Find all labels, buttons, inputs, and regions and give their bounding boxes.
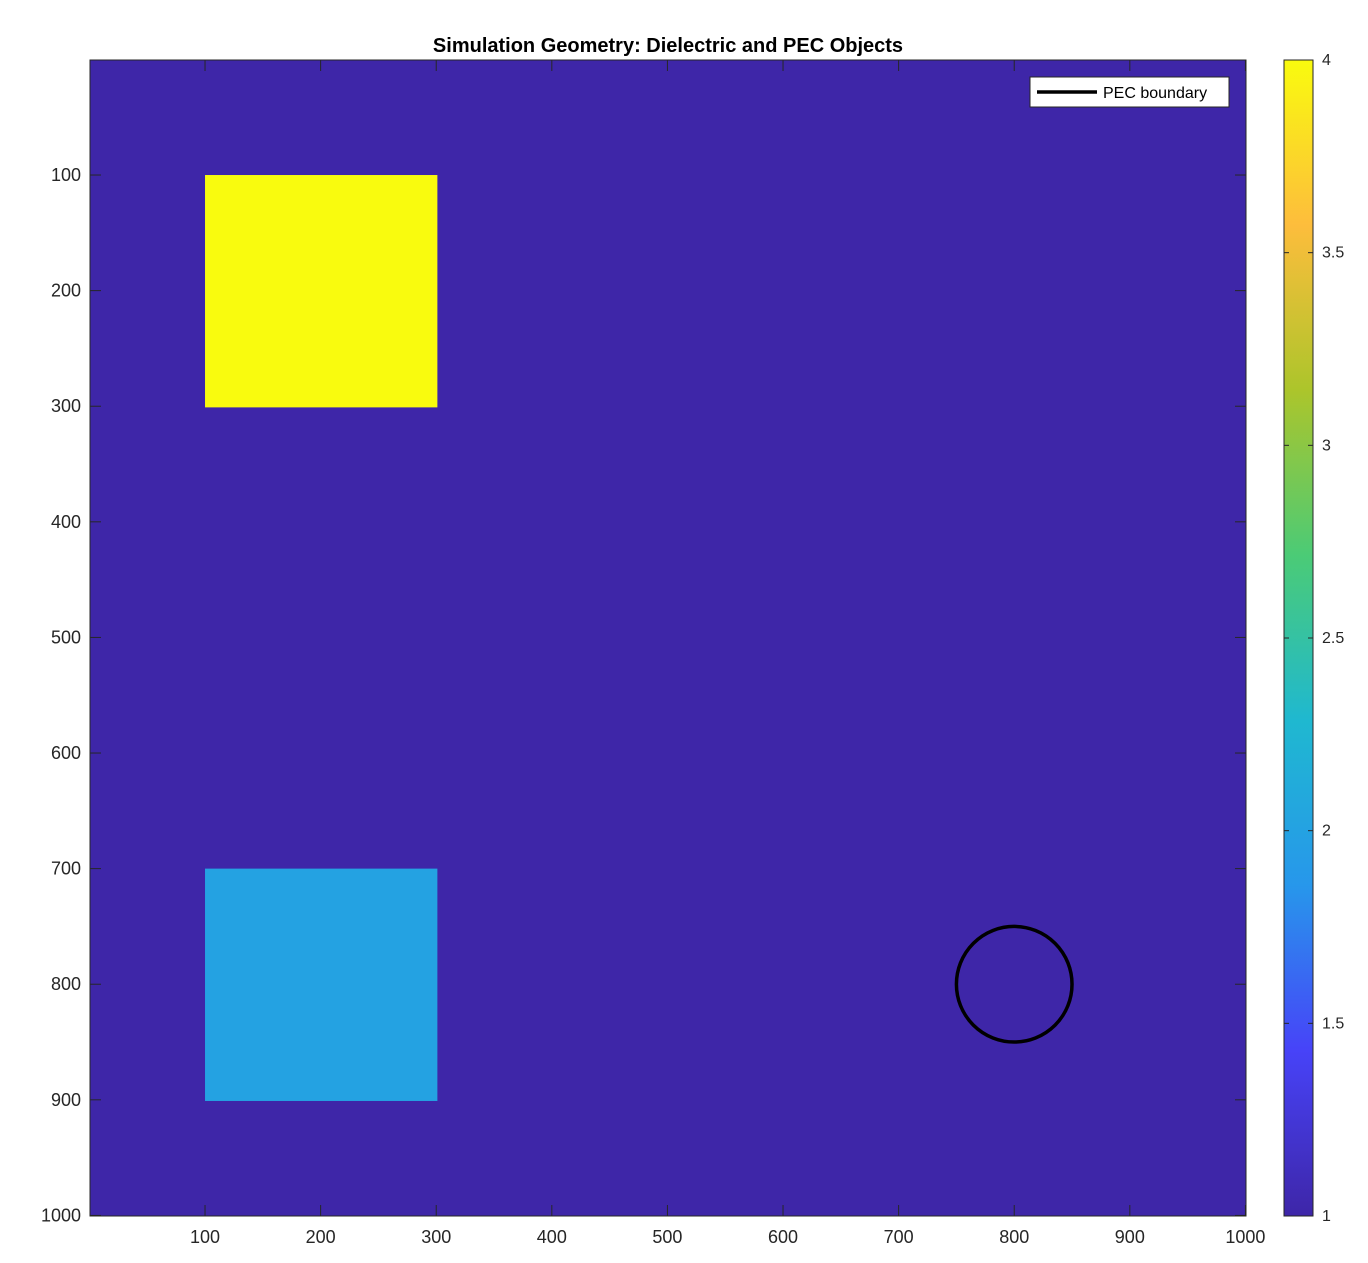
x-tick-label: 400 xyxy=(537,1227,567,1247)
chart-title: Simulation Geometry: Dielectric and PEC … xyxy=(433,35,903,57)
x-tick-label: 300 xyxy=(421,1227,451,1247)
y-tick-label: 600 xyxy=(51,743,81,763)
plot-area: 100 200 300 400 500 600 700 800 900 1000 100 200 30… xyxy=(41,59,1265,1247)
x-tick-label: 700 xyxy=(884,1227,914,1247)
plot-frame xyxy=(89,59,1247,1217)
colorbar-tick-label: 2 xyxy=(1322,823,1331,840)
y-tick-label: 800 xyxy=(51,974,81,994)
y-tick-label: 500 xyxy=(51,627,81,647)
colorbar-tick-label: 3.5 xyxy=(1322,245,1344,262)
legend: PEC boundary xyxy=(1029,76,1230,108)
x-tick-label: 200 xyxy=(306,1227,336,1247)
x-tick-label: 900 xyxy=(1115,1227,1145,1247)
y-tick-label: 300 xyxy=(51,396,81,416)
colorbar-tick-label: 1 xyxy=(1322,1208,1331,1225)
colorbar-tick-label: 1.5 xyxy=(1322,1015,1344,1032)
y-axis: 100 200 300 400 500 600 700 800 900 1000 xyxy=(41,165,1246,1225)
x-tick-label: 100 xyxy=(190,1227,220,1247)
x-tick-label: 600 xyxy=(768,1227,798,1247)
colorbar: 1 1.5 2 2.5 3 3.5 4 xyxy=(1283,52,1344,1225)
colorbar-tick-label: 3 xyxy=(1322,437,1331,454)
x-tick-label: 1000 xyxy=(1225,1227,1265,1247)
legend-entry-pec-boundary: PEC boundary xyxy=(1103,85,1207,102)
region-value-2 xyxy=(205,868,438,1101)
pec-boundary-circle xyxy=(954,924,1074,1044)
y-tick-label: 100 xyxy=(51,165,81,185)
x-axis: 100 200 300 400 500 600 700 800 900 1000 xyxy=(190,60,1265,1247)
colorbar-tick-label: 4 xyxy=(1322,52,1331,69)
y-tick-label: 1000 xyxy=(41,1205,81,1225)
y-tick-label: 400 xyxy=(51,512,81,532)
colorbar-tick-label: 2.5 xyxy=(1322,630,1344,647)
y-tick-label: 200 xyxy=(51,281,81,301)
y-tick-label: 900 xyxy=(51,1090,81,1110)
y-tick-label: 700 xyxy=(51,859,81,879)
x-tick-label: 800 xyxy=(999,1227,1029,1247)
x-tick-label: 500 xyxy=(652,1227,682,1247)
region-value-4 xyxy=(205,175,438,408)
